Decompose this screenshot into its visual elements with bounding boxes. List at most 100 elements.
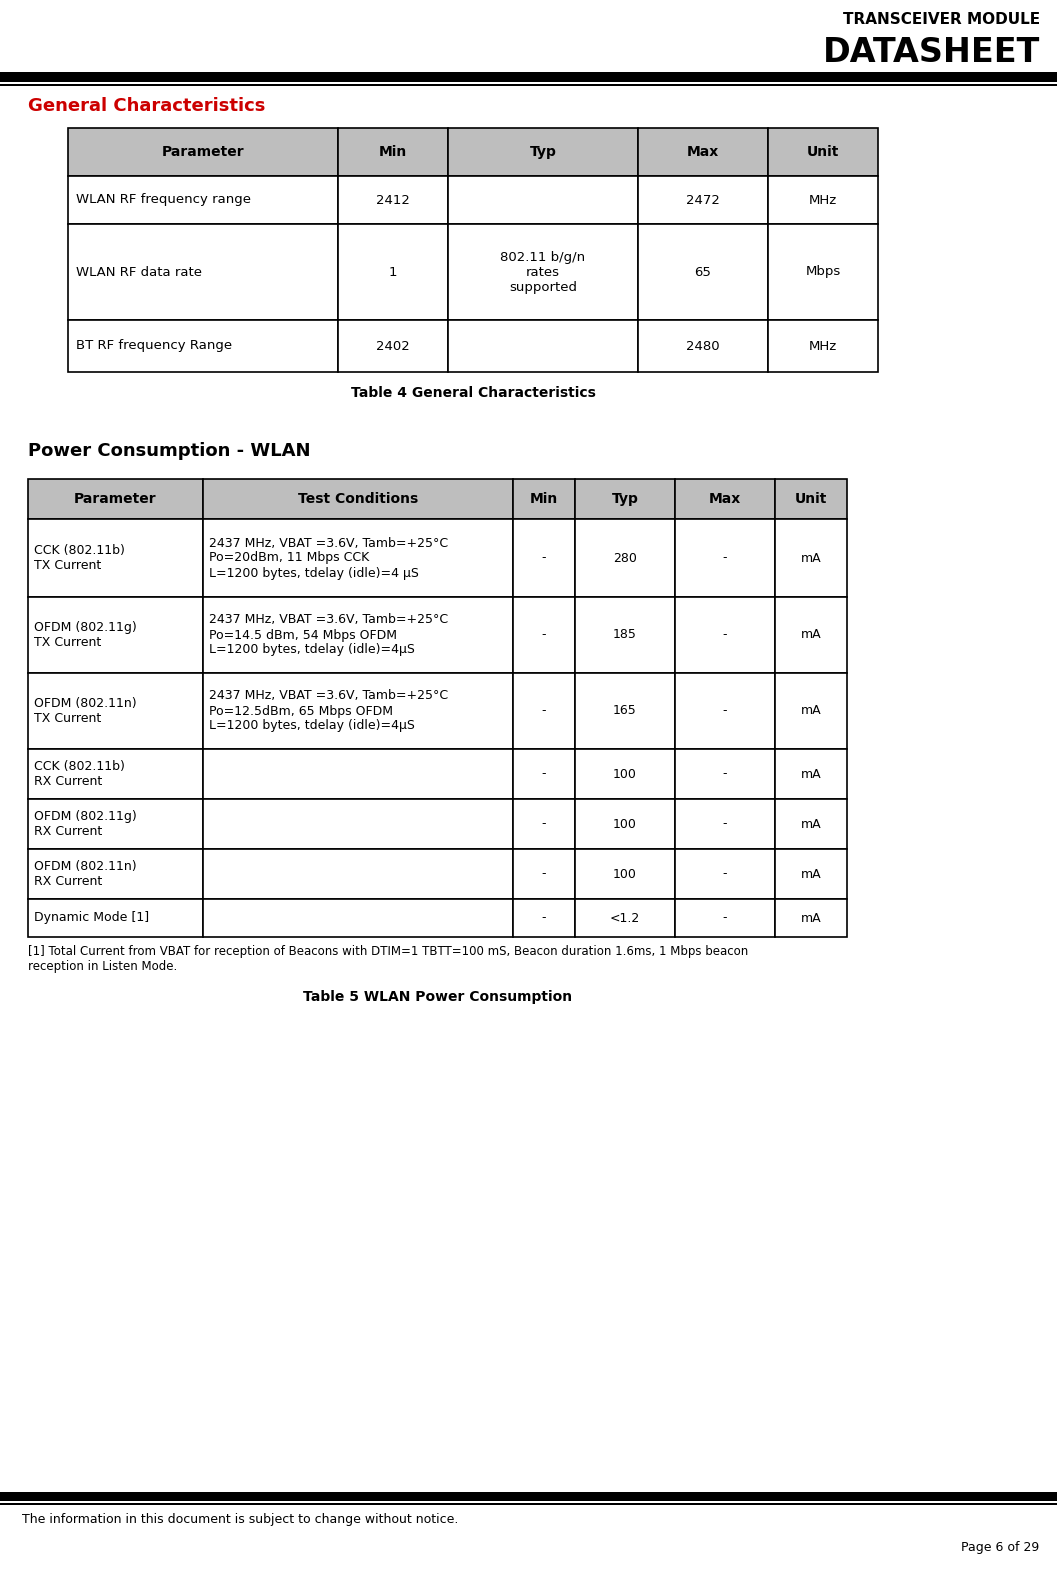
Text: General Characteristics: General Characteristics (27, 97, 265, 115)
Bar (768, 176, 878, 224)
Bar (675, 748, 775, 799)
Bar (768, 129, 878, 176)
Text: Typ: Typ (530, 144, 556, 158)
Bar (575, 799, 675, 849)
Text: -: - (542, 912, 546, 924)
Text: OFDM (802.11n)
TX Current: OFDM (802.11n) TX Current (34, 697, 136, 725)
Text: Max: Max (687, 144, 719, 158)
Bar (775, 748, 847, 799)
Text: -: - (723, 767, 727, 780)
Text: [1] Total Current from VBAT for reception of Beacons with DTIM=1 TBTT=100 mS, Be: [1] Total Current from VBAT for receptio… (27, 945, 748, 973)
Bar (203, 849, 513, 899)
Text: 100: 100 (613, 817, 637, 830)
Text: Table 4 General Characteristics: Table 4 General Characteristics (351, 386, 595, 400)
Bar (338, 129, 448, 176)
Text: Dynamic Mode [1]: Dynamic Mode [1] (34, 912, 149, 924)
Text: -: - (542, 767, 546, 780)
Text: mA: mA (801, 704, 821, 717)
Bar (775, 479, 847, 519)
Text: 100: 100 (613, 868, 637, 880)
Text: 2437 MHz, VBAT =3.6V, Tamb=+25°C
Po=12.5dBm, 65 Mbps OFDM
L=1200 bytes, tdelay (: 2437 MHz, VBAT =3.6V, Tamb=+25°C Po=12.5… (209, 689, 448, 733)
Bar (513, 748, 575, 799)
Bar (675, 596, 775, 673)
Text: 165: 165 (613, 704, 637, 717)
Text: 185: 185 (613, 629, 637, 642)
Bar (203, 899, 513, 937)
Bar (68, 224, 338, 320)
Text: -: - (542, 817, 546, 830)
Bar (575, 849, 675, 899)
Text: Typ: Typ (612, 493, 638, 505)
Text: OFDM (802.11g)
TX Current: OFDM (802.11g) TX Current (34, 621, 136, 650)
Bar (638, 224, 768, 320)
Bar (68, 320, 338, 372)
Bar (675, 673, 775, 748)
Text: -: - (723, 817, 727, 830)
Bar (638, 129, 768, 176)
Bar (768, 224, 878, 320)
Text: -: - (723, 629, 727, 642)
Bar (27, 596, 203, 673)
Bar (513, 673, 575, 748)
Bar (338, 176, 448, 224)
Bar (68, 129, 338, 176)
Bar (27, 673, 203, 748)
Bar (675, 479, 775, 519)
Text: mA: mA (801, 767, 821, 780)
Bar (513, 479, 575, 519)
Bar (203, 748, 513, 799)
Bar (775, 849, 847, 899)
Text: Parameter: Parameter (74, 493, 156, 505)
Text: 65: 65 (694, 265, 711, 279)
Bar (768, 320, 878, 372)
Text: 280: 280 (613, 551, 637, 565)
Bar (675, 799, 775, 849)
Bar (775, 596, 847, 673)
Text: mA: mA (801, 817, 821, 830)
Bar (675, 849, 775, 899)
Bar (775, 519, 847, 596)
Text: mA: mA (801, 868, 821, 880)
Text: CCK (802.11b)
TX Current: CCK (802.11b) TX Current (34, 544, 125, 573)
Text: <1.2: <1.2 (610, 912, 641, 924)
Text: DATASHEET: DATASHEET (822, 36, 1040, 69)
Text: 2472: 2472 (686, 193, 720, 207)
Bar (338, 320, 448, 372)
Text: Min: Min (378, 144, 407, 158)
Bar (203, 519, 513, 596)
Text: 1: 1 (389, 265, 397, 279)
Bar (338, 224, 448, 320)
Text: Unit: Unit (806, 144, 839, 158)
Text: Max: Max (709, 493, 741, 505)
Bar (675, 519, 775, 596)
Text: 2437 MHz, VBAT =3.6V, Tamb=+25°C
Po=14.5 dBm, 54 Mbps OFDM
L=1200 bytes, tdelay : 2437 MHz, VBAT =3.6V, Tamb=+25°C Po=14.5… (209, 613, 448, 656)
Bar (575, 596, 675, 673)
Bar (775, 799, 847, 849)
Text: Parameter: Parameter (162, 144, 244, 158)
Text: Test Conditions: Test Conditions (298, 493, 419, 505)
Text: CCK (802.11b)
RX Current: CCK (802.11b) RX Current (34, 759, 125, 788)
Text: 2412: 2412 (376, 193, 410, 207)
Text: OFDM (802.11n)
RX Current: OFDM (802.11n) RX Current (34, 860, 136, 888)
Bar (68, 176, 338, 224)
Bar (513, 899, 575, 937)
Bar (0, 85, 1057, 86)
Text: 802.11 b/g/n
rates
supported: 802.11 b/g/n rates supported (500, 251, 586, 293)
Bar (448, 176, 638, 224)
Text: -: - (542, 629, 546, 642)
Text: MHz: MHz (809, 193, 837, 207)
Text: Table 5 WLAN Power Consumption: Table 5 WLAN Power Consumption (303, 990, 572, 1004)
Bar (27, 479, 203, 519)
Bar (203, 799, 513, 849)
Bar (513, 519, 575, 596)
Bar (575, 673, 675, 748)
Bar (575, 479, 675, 519)
Text: 2402: 2402 (376, 339, 410, 353)
Bar (203, 479, 513, 519)
Bar (27, 748, 203, 799)
Text: WLAN RF frequency range: WLAN RF frequency range (76, 193, 251, 207)
Bar (638, 320, 768, 372)
Text: mA: mA (801, 629, 821, 642)
Text: -: - (542, 704, 546, 717)
Bar (775, 899, 847, 937)
